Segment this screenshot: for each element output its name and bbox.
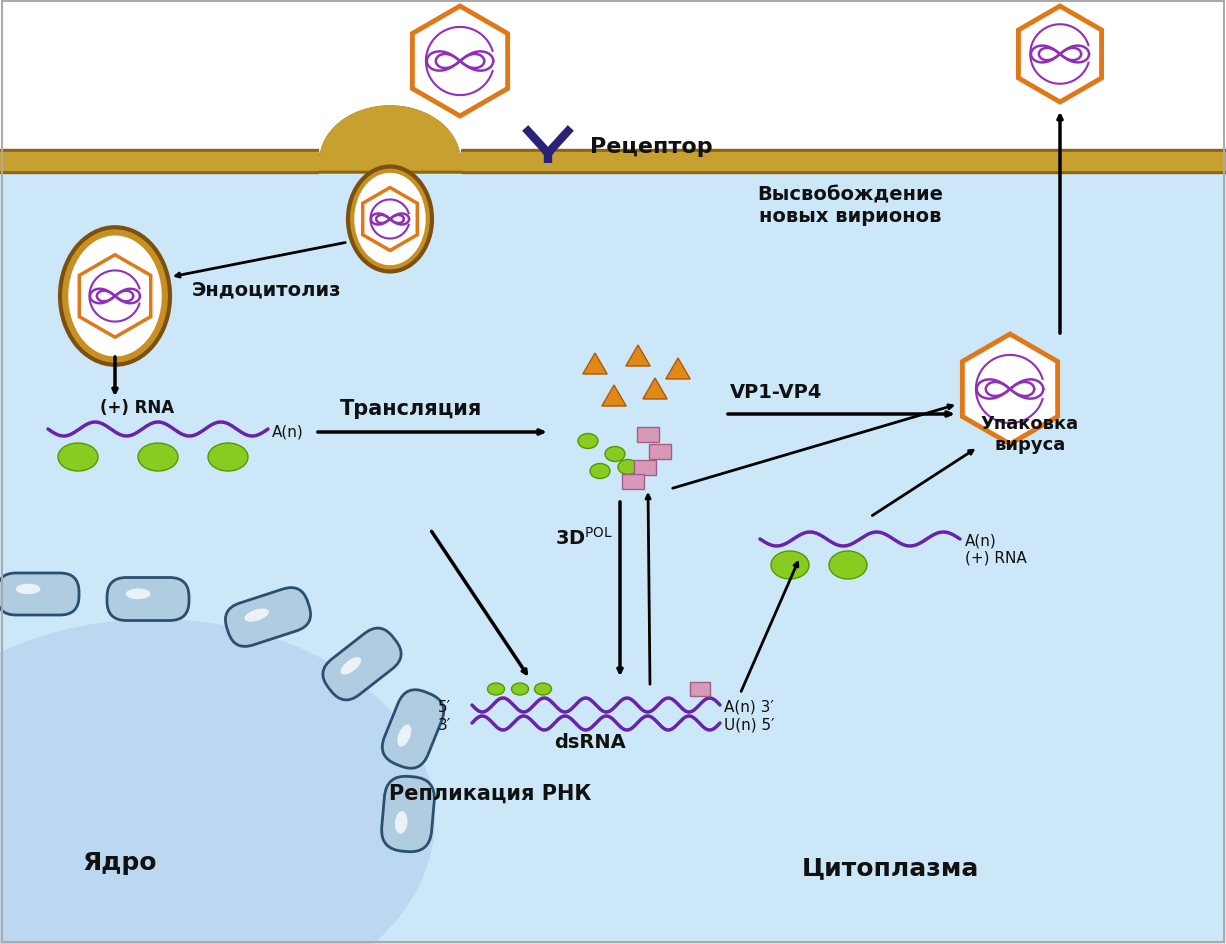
Text: A(n) 3′: A(n) 3′ xyxy=(725,699,774,714)
Text: A(n): A(n) xyxy=(965,533,997,548)
Ellipse shape xyxy=(397,725,411,747)
FancyBboxPatch shape xyxy=(381,777,434,851)
Ellipse shape xyxy=(139,444,178,471)
Ellipse shape xyxy=(208,444,248,471)
Bar xyxy=(0,161,1226,944)
Ellipse shape xyxy=(618,460,638,475)
Ellipse shape xyxy=(535,683,552,696)
Polygon shape xyxy=(642,379,667,399)
Ellipse shape xyxy=(69,236,162,357)
Ellipse shape xyxy=(829,551,867,580)
Polygon shape xyxy=(625,346,650,366)
Ellipse shape xyxy=(604,447,625,462)
Text: U(n) 5′: U(n) 5′ xyxy=(725,716,775,732)
Text: Рецептор: Рецептор xyxy=(590,137,712,157)
FancyBboxPatch shape xyxy=(383,690,444,768)
FancyBboxPatch shape xyxy=(226,588,310,647)
Bar xyxy=(638,427,660,442)
Ellipse shape xyxy=(511,683,528,696)
Text: 5′: 5′ xyxy=(438,699,451,714)
Text: (+) RNA: (+) RNA xyxy=(101,398,174,416)
Text: dsRNA: dsRNA xyxy=(554,733,626,751)
Polygon shape xyxy=(962,334,1058,445)
Text: Упаковка
вируса: Упаковка вируса xyxy=(981,414,1079,453)
Text: Высвобождение
новых вирионов: Высвобождение новых вирионов xyxy=(756,185,943,226)
Polygon shape xyxy=(666,359,690,379)
Text: VP1-VP4: VP1-VP4 xyxy=(729,382,823,401)
Ellipse shape xyxy=(577,434,598,449)
Polygon shape xyxy=(412,7,508,117)
Polygon shape xyxy=(80,256,151,338)
Text: Цитоплазма: Цитоплазма xyxy=(802,855,978,879)
Text: 3′: 3′ xyxy=(438,716,451,732)
Text: 3D$^{\mathsf{POL}}$: 3D$^{\mathsf{POL}}$ xyxy=(555,527,613,548)
Ellipse shape xyxy=(771,551,809,580)
Ellipse shape xyxy=(16,584,40,595)
Bar xyxy=(462,153,1226,171)
Polygon shape xyxy=(318,107,462,174)
FancyBboxPatch shape xyxy=(0,573,78,615)
FancyBboxPatch shape xyxy=(322,629,401,700)
Bar xyxy=(622,474,644,489)
Polygon shape xyxy=(582,354,607,375)
Text: A(n): A(n) xyxy=(272,424,304,439)
Text: Репликация РНК: Репликация РНК xyxy=(389,784,591,803)
Bar xyxy=(690,683,710,697)
Polygon shape xyxy=(602,385,626,407)
Polygon shape xyxy=(1019,7,1102,103)
Bar xyxy=(0,150,318,174)
Ellipse shape xyxy=(58,444,98,471)
Ellipse shape xyxy=(0,619,435,944)
Text: Эндоцитолиз: Эндоцитолиз xyxy=(192,280,342,299)
Ellipse shape xyxy=(126,589,151,599)
Ellipse shape xyxy=(341,657,362,675)
Text: Трансляция: Трансляция xyxy=(340,398,482,418)
Ellipse shape xyxy=(60,228,170,365)
Bar xyxy=(649,444,671,459)
Text: Ядро: Ядро xyxy=(82,851,157,874)
Ellipse shape xyxy=(590,464,611,479)
FancyBboxPatch shape xyxy=(107,578,189,621)
Ellipse shape xyxy=(348,167,432,272)
Ellipse shape xyxy=(488,683,505,696)
Bar xyxy=(462,150,1226,174)
Ellipse shape xyxy=(395,811,407,834)
Bar xyxy=(634,460,656,475)
Bar xyxy=(0,153,318,171)
Ellipse shape xyxy=(244,609,268,622)
Polygon shape xyxy=(363,188,417,251)
Text: (+) RNA: (+) RNA xyxy=(965,550,1026,565)
Polygon shape xyxy=(318,107,462,171)
Ellipse shape xyxy=(354,174,425,266)
